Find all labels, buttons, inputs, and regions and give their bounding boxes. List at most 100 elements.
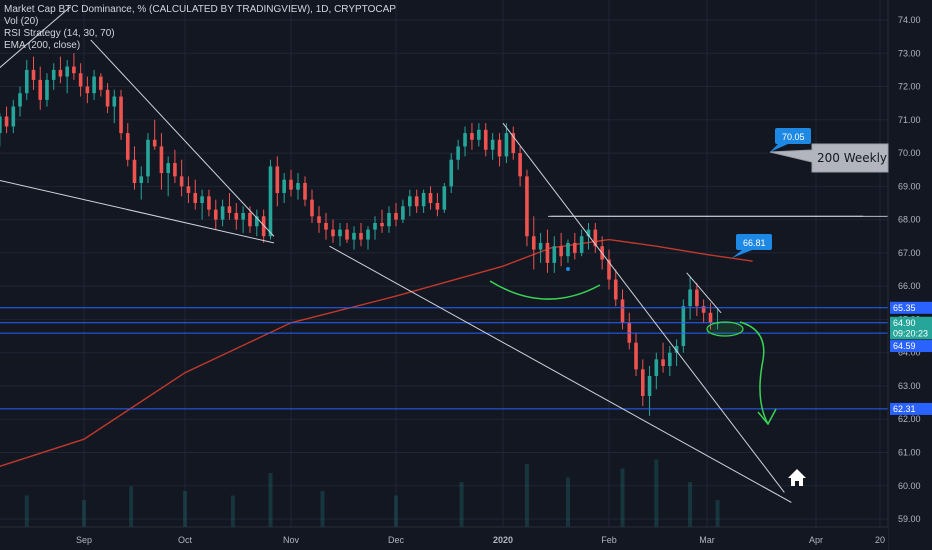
- candle[interactable]: [119, 89, 123, 140]
- candle[interactable]: [220, 199, 225, 227]
- candle[interactable]: [442, 183, 447, 213]
- candle[interactable]: [282, 173, 286, 203]
- candle[interactable]: [408, 189, 412, 217]
- candle[interactable]: [695, 282, 699, 317]
- candle[interactable]: [58, 56, 63, 84]
- price-level-badge[interactable]: 64.90: [890, 316, 932, 329]
- candle[interactable]: [317, 206, 321, 233]
- drawings[interactable]: [489, 267, 806, 486]
- price-level-badge[interactable]: 09:20:23: [890, 327, 932, 340]
- candle[interactable]: [449, 153, 454, 194]
- candle[interactable]: [352, 226, 356, 250]
- candle[interactable]: [470, 123, 474, 150]
- candle[interactable]: [593, 222, 598, 253]
- trendlines[interactable]: [0, 6, 864, 503]
- candle[interactable]: [359, 222, 363, 247]
- candle[interactable]: [78, 63, 83, 97]
- candle[interactable]: [213, 199, 218, 230]
- legend-rsi[interactable]: RSI Strategy (14, 30, 70): [4, 28, 115, 39]
- candle[interactable]: [586, 222, 591, 250]
- candle[interactable]: [310, 189, 314, 223]
- candle[interactable]: [303, 176, 307, 207]
- legend-title[interactable]: Market Cap BTC Dominance, % (CALCULATED …: [4, 4, 396, 15]
- candle[interactable]: [490, 133, 495, 160]
- price-level-badge[interactable]: 65.35: [890, 301, 932, 314]
- candle[interactable]: [0, 113, 2, 147]
- candle[interactable]: [688, 276, 692, 320]
- candle[interactable]: [387, 206, 391, 233]
- candle[interactable]: [139, 166, 144, 200]
- callout-200-weekly[interactable]: 200 Weekly: [769, 143, 889, 173]
- candle[interactable]: [186, 176, 191, 203]
- candle[interactable]: [255, 209, 259, 237]
- candle[interactable]: [511, 126, 516, 160]
- ellipse-drawing[interactable]: [706, 321, 744, 337]
- candle[interactable]: [65, 59, 69, 94]
- candle[interactable]: [456, 139, 460, 170]
- candle[interactable]: [207, 189, 211, 217]
- candle[interactable]: [373, 216, 377, 240]
- legend-vol[interactable]: Vol (20): [4, 16, 39, 27]
- candle[interactable]: [261, 209, 266, 243]
- candle[interactable]: [538, 232, 543, 263]
- candle[interactable]: [24, 59, 29, 100]
- candle[interactable]: [435, 193, 440, 217]
- candle[interactable]: [38, 66, 43, 110]
- candle[interactable]: [234, 202, 239, 230]
- callouts[interactable]: 70.05 200 Weekly 66.81: [732, 128, 889, 258]
- candle[interactable]: [463, 126, 467, 157]
- candle[interactable]: [179, 159, 184, 197]
- candle[interactable]: [518, 146, 522, 187]
- trendline[interactable]: [0, 170, 275, 244]
- callout-70-05[interactable]: 70.05: [770, 128, 811, 152]
- price-axis[interactable]: 59.0060.0061.0062.0063.0064.0065.0066.00…: [887, 0, 932, 550]
- candle[interactable]: [125, 123, 130, 167]
- candle[interactable]: [345, 222, 349, 243]
- candle[interactable]: [559, 232, 563, 267]
- candle[interactable]: [166, 156, 170, 197]
- candle[interactable]: [504, 123, 509, 164]
- candle[interactable]: [4, 106, 9, 134]
- candle[interactable]: [331, 219, 335, 243]
- candle[interactable]: [668, 346, 672, 376]
- candle[interactable]: [477, 123, 481, 147]
- trendline[interactable]: [0, 6, 71, 120]
- candle[interactable]: [200, 189, 204, 220]
- candle[interactable]: [525, 169, 529, 247]
- candle[interactable]: [18, 86, 22, 117]
- candle[interactable]: [241, 206, 245, 233]
- candle[interactable]: [132, 146, 137, 190]
- candle[interactable]: [552, 236, 557, 273]
- candle[interactable]: [193, 179, 198, 210]
- time-axis[interactable]: Sep Oct Nov Dec 2020 Feb Mar Apr 20: [0, 526, 888, 550]
- candle[interactable]: [289, 169, 293, 197]
- candle[interactable]: [613, 269, 618, 307]
- candle[interactable]: [152, 119, 157, 150]
- candle[interactable]: [647, 366, 652, 416]
- candle[interactable]: [674, 339, 679, 367]
- legend-ema[interactable]: EMA (200, close): [4, 40, 81, 51]
- candle[interactable]: [401, 199, 405, 223]
- candle[interactable]: [112, 89, 117, 124]
- projection-arrow[interactable]: [739, 321, 769, 425]
- candle[interactable]: [275, 156, 280, 207]
- candle[interactable]: [566, 239, 570, 263]
- candle[interactable]: [640, 359, 645, 406]
- candle[interactable]: [701, 299, 706, 323]
- candle[interactable]: [681, 299, 686, 353]
- price-level-badge[interactable]: 64.59: [890, 340, 932, 353]
- candle[interactable]: [428, 186, 433, 210]
- candle[interactable]: [227, 193, 232, 220]
- candle[interactable]: [296, 173, 300, 200]
- candle[interactable]: [366, 226, 370, 250]
- candle[interactable]: [51, 63, 56, 90]
- candle[interactable]: [85, 76, 90, 104]
- candle[interactable]: [607, 249, 611, 290]
- trendline[interactable]: [90, 39, 275, 237]
- candle[interactable]: [421, 189, 426, 213]
- candle[interactable]: [531, 216, 536, 270]
- candle[interactable]: [573, 232, 577, 260]
- candle[interactable]: [654, 352, 659, 390]
- candle[interactable]: [380, 209, 384, 233]
